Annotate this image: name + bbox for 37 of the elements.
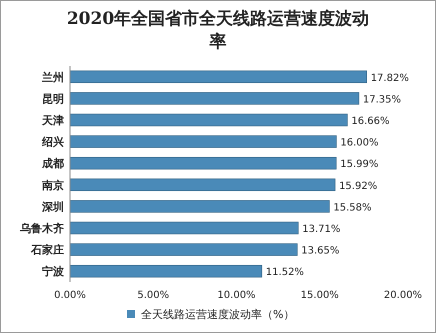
- y-tick-label: 天津: [41, 114, 64, 127]
- bar: [70, 243, 298, 256]
- y-tick-label: 兰州: [41, 70, 64, 84]
- bar: [70, 92, 360, 105]
- data-label: 16.66%: [351, 116, 390, 127]
- bar: [70, 114, 348, 126]
- y-tick-label: 昆明: [42, 92, 64, 106]
- data-label: 13.65%: [301, 246, 340, 257]
- y-tick-label: 乌鲁木齐: [19, 222, 64, 235]
- chart-title: 2020年全国省市全天线路运营速度波动率: [66, 9, 370, 52]
- bar: [70, 135, 337, 148]
- data-label: 17.35%: [362, 94, 402, 106]
- data-label: 16.00%: [340, 138, 379, 149]
- y-tick-label: 绍兴: [41, 136, 64, 149]
- bar: [70, 200, 330, 213]
- bar: [70, 222, 299, 234]
- data-label: 15.58%: [333, 202, 372, 214]
- bar: [70, 156, 337, 170]
- x-tick-label: 5.00%: [137, 290, 170, 301]
- data-label: 17.82%: [370, 72, 409, 84]
- x-tick-label: 20.00%: [384, 290, 422, 301]
- y-tick-label: 成都: [41, 157, 64, 170]
- data-label: 11.52%: [266, 267, 304, 278]
- y-tick-label: 宁波: [42, 265, 65, 278]
- x-tick-label: 0.00%: [54, 290, 86, 301]
- data-label: 13.71%: [302, 224, 340, 235]
- legend-label: 全天线路运营速度波动率（%）: [141, 308, 294, 321]
- y-tick-label: 南京: [41, 178, 64, 192]
- bar: [70, 178, 336, 192]
- x-tick-label: 15.00%: [300, 290, 339, 301]
- y-tick-label: 深圳: [41, 200, 64, 214]
- y-tick-label: 石家庄: [30, 244, 64, 257]
- bar: [70, 264, 262, 278]
- data-label: 15.99%: [340, 159, 378, 170]
- data-label: 15.92%: [339, 180, 378, 192]
- bar: [70, 70, 368, 84]
- x-tick-label: 10.00%: [217, 290, 256, 301]
